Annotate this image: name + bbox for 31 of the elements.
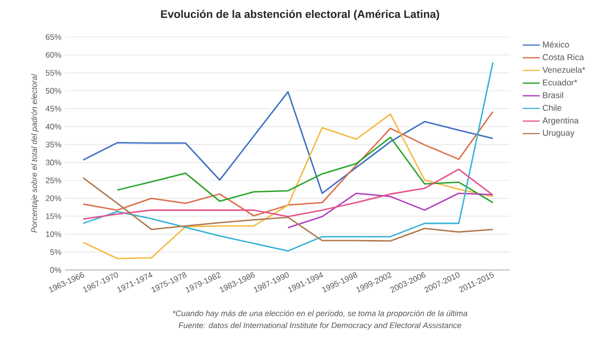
y-tick-label: 65% [46,34,62,40]
y-tick-label: 60% [46,52,62,58]
y-tick-label: 15% [46,213,62,220]
y-tick-label: 10% [46,231,62,237]
line-series [82,110,494,217]
legend-label: Ecuador* [543,79,578,86]
source-note: Fuente: datos del International Institute for Democracy and Electoral Assistance [178,322,462,330]
y-tick-label: 30% [46,160,62,166]
y-tick-label: 40% [46,124,62,130]
legend-label: Chile [542,104,562,111]
line-series [82,113,494,260]
legend-label: Argentina [542,117,579,126]
legend-label: México [543,41,569,48]
text: *Cuando hay más de una elección en el período, se toma la proporción de la última [172,310,468,318]
y-tick-label: 0% [50,267,62,273]
legend-label: Venezuela* [542,66,586,73]
line-series [82,177,494,242]
y-tick-label: 25% [46,178,62,184]
y-tick-label: 20% [46,195,62,202]
y-tick-label: 50% [46,88,62,94]
legend-label: Brasil [543,92,564,98]
line-series [287,192,494,228]
chart-title: Evolución de la abstención electoral (América Latina) [161,10,440,20]
y-axis-title: Porcentaje sobre el total del padrón electoral [31,74,39,233]
y-tick-label: 45% [46,106,62,112]
legend-label: Costa Rica [542,54,584,60]
legend-label: Uruguay [543,130,574,138]
y-tick-label: 5% [50,249,62,255]
y-tick-label: 35% [46,142,62,148]
y-tick-label: 55% [46,70,62,76]
line-series [116,136,494,204]
